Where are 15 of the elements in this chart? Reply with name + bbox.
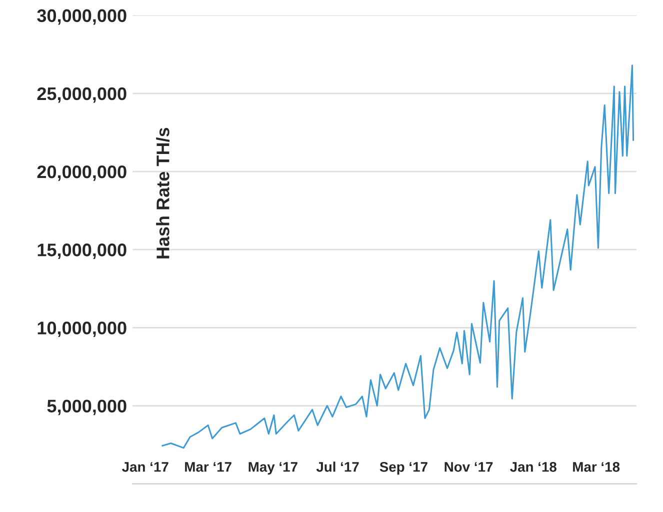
x-tick-label: Sep ‘17 (380, 462, 428, 475)
y-tick-label: 10,000,000 (38, 322, 126, 338)
x-tick-label: Jan ‘18 (510, 462, 556, 472)
y-tick-label: 5,000,000 (47, 400, 126, 416)
y-tick-label: 30,000,000 (37, 9, 126, 25)
y-axis-title: Hash Rate TH/s (156, 128, 170, 258)
x-tick-label: Jul ‘17 (316, 462, 359, 472)
y-tick-label: 15,000,000 (38, 244, 126, 259)
x-tick-label: Jan ‘17 (122, 462, 168, 472)
y-tick-label: 25,000,000 (37, 87, 126, 103)
x-tick-label: Mar ‘18 (573, 462, 620, 472)
x-tick-label: May ‘17 (248, 462, 298, 475)
x-tick-label: Mar ‘17 (185, 462, 232, 472)
y-tick-label: 20,000,000 (37, 165, 126, 181)
x-tick-label: Nov ‘17 (444, 462, 493, 472)
